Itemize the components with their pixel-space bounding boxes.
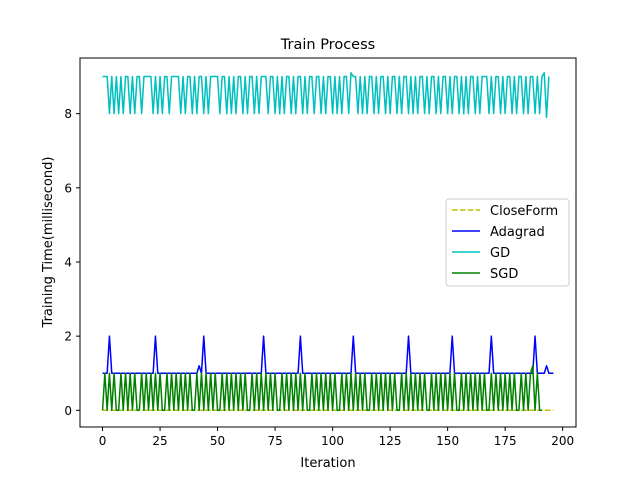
y-tick-label: 2 <box>64 330 72 344</box>
series-line-adagrad <box>102 335 554 374</box>
x-tick-label: 25 <box>152 434 167 448</box>
x-tick-label: 125 <box>379 434 402 448</box>
x-tick-label: 100 <box>321 434 344 448</box>
legend-box <box>445 198 570 287</box>
y-tick-label: 0 <box>64 404 72 418</box>
y-tick-label: 4 <box>64 255 72 269</box>
y-axis: 0 2 4 6 8 <box>64 107 80 418</box>
y-tick-label: 6 <box>64 181 72 195</box>
legend-label-adagrad: Adagrad <box>490 225 545 240</box>
x-tick-label: 75 <box>267 434 282 448</box>
series-line-sgd <box>101 365 542 412</box>
y-tick-label: 8 <box>64 107 72 121</box>
y-axis-label: Training Time(millisecond) <box>41 157 56 329</box>
x-tick-label: 175 <box>494 434 517 448</box>
x-tick-label: 150 <box>436 434 459 448</box>
legend: CloseForm Adagrad GD SGD <box>445 198 570 287</box>
plot-frame <box>79 57 577 428</box>
x-tick-label: 200 <box>551 434 574 448</box>
series-line-gd <box>102 72 550 119</box>
x-tick-label: 50 <box>210 434 225 448</box>
x-tick-label: 0 <box>99 434 107 448</box>
x-axis: 0 25 50 75 100 125 150 175 200 <box>99 427 574 448</box>
legend-label-sgd: SGD <box>490 267 518 282</box>
chart-title: Train Process <box>280 37 375 53</box>
x-axis-label: Iteration <box>300 456 355 471</box>
legend-label-gd: GD <box>490 246 510 261</box>
plot-area <box>101 72 554 412</box>
legend-label-closeform: CloseForm <box>490 204 558 219</box>
